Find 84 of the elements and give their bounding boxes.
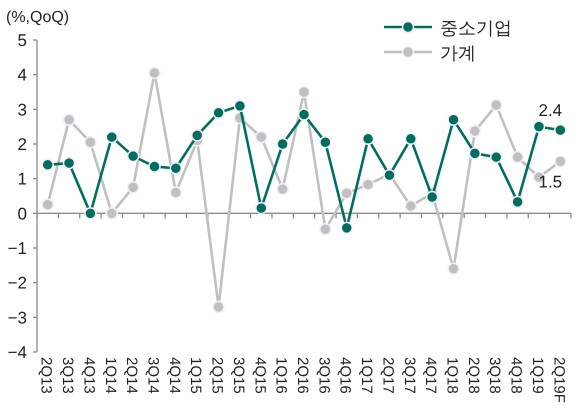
point xyxy=(148,66,161,80)
x-tick-label: 4Q18 xyxy=(508,357,525,394)
point xyxy=(532,120,546,133)
point xyxy=(276,138,289,150)
point xyxy=(84,136,97,149)
point xyxy=(362,178,374,191)
point xyxy=(511,150,524,164)
x-tick-label: 2Q18 xyxy=(464,357,482,394)
point xyxy=(255,130,268,144)
point xyxy=(62,156,76,170)
x-tick-label: 2Q19F xyxy=(550,357,568,403)
point xyxy=(447,113,460,126)
y-tick-label: −3 xyxy=(8,308,27,328)
x-tick-label: 4Q16 xyxy=(336,357,354,394)
x-tick-label: 2Q16 xyxy=(294,357,311,394)
point xyxy=(468,124,482,138)
point xyxy=(468,147,482,160)
x-tick-label: 1Q17 xyxy=(358,357,376,394)
y-tick-label: 1 xyxy=(18,170,27,189)
x-tick-label: 3Q17 xyxy=(400,357,418,394)
point xyxy=(126,150,140,162)
legend-label: 가계 xyxy=(440,43,476,63)
x-tick-label: 4Q14 xyxy=(166,357,183,394)
y-axis-title: (%,QoQ) xyxy=(6,9,70,26)
point xyxy=(340,222,353,234)
point xyxy=(362,132,374,146)
x-tick-label: 3Q18 xyxy=(486,357,504,394)
y-tick-label: −4 xyxy=(8,343,27,362)
point xyxy=(319,223,332,236)
point xyxy=(190,129,204,142)
y-tick-label: −2 xyxy=(8,274,27,293)
point xyxy=(41,158,54,172)
point xyxy=(234,100,246,112)
point xyxy=(255,202,268,214)
x-tick-label: 1Q16 xyxy=(272,357,290,394)
y-tick-label: 0 xyxy=(18,204,27,224)
y-tick-label: 3 xyxy=(18,100,27,120)
point xyxy=(340,186,353,200)
point xyxy=(447,262,460,276)
point xyxy=(84,207,97,220)
annotation: 1.5 xyxy=(538,172,562,192)
point xyxy=(298,108,310,121)
point xyxy=(404,132,418,146)
point xyxy=(511,196,524,208)
x-tick-label: 1Q18 xyxy=(444,357,461,394)
point xyxy=(404,200,418,212)
point xyxy=(276,182,289,196)
x-tick-label: 1Q15 xyxy=(187,357,204,394)
x-tick-label: 1Q14 xyxy=(102,357,119,394)
point xyxy=(41,198,54,211)
point xyxy=(298,86,310,98)
x-tick-label: 2Q14 xyxy=(123,357,140,394)
y-tick-label: 5 xyxy=(18,31,27,50)
x-tick-label: 1Q19 xyxy=(528,357,546,394)
x-tick-label: 4Q15 xyxy=(251,357,268,394)
legend-label: 중소기업 xyxy=(440,18,512,38)
x-tick-label: 4Q17 xyxy=(422,357,440,394)
x-tick-label: 3Q14 xyxy=(144,357,162,394)
point xyxy=(62,113,76,126)
point xyxy=(212,300,225,314)
point xyxy=(554,155,567,168)
point xyxy=(426,190,438,204)
point xyxy=(554,124,567,136)
x-tick-label: 3Q13 xyxy=(59,357,76,394)
point xyxy=(170,186,182,199)
annotation: 2.4 xyxy=(538,101,562,120)
y-tick-label: 2 xyxy=(18,135,27,154)
point xyxy=(170,162,182,175)
point xyxy=(106,207,118,220)
point xyxy=(148,160,161,173)
y-tick-label: 4 xyxy=(18,66,27,85)
x-tick-label: 3Q15 xyxy=(230,357,247,394)
x-tick-label: 4Q13 xyxy=(80,357,98,394)
point xyxy=(212,106,225,120)
y-tick-label: −1 xyxy=(8,239,27,258)
point xyxy=(126,181,140,194)
x-tick-label: 3Q16 xyxy=(315,357,332,394)
point xyxy=(490,150,502,164)
point xyxy=(490,98,502,112)
x-tick-label: 2Q13 xyxy=(38,357,55,394)
point xyxy=(319,136,332,149)
point xyxy=(106,130,118,144)
x-tick-label: 2Q15 xyxy=(208,357,226,394)
x-tick-label: 2Q17 xyxy=(379,357,396,394)
